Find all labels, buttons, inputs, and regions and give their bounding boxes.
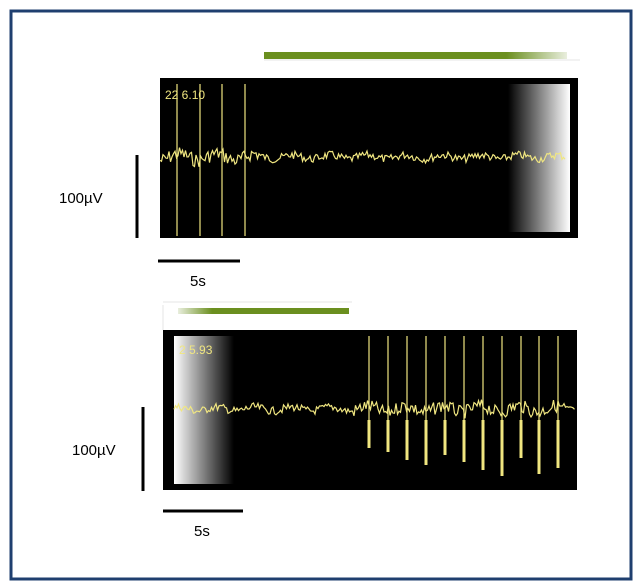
time-label-top: 5s <box>190 273 206 290</box>
amplitude-label-bottom: 100µV <box>72 442 116 459</box>
trace-panel-top <box>159 78 578 238</box>
trace-panel-bottom <box>163 330 577 490</box>
amplitude-label-top: 100µV <box>59 190 103 207</box>
stimulus-bar-bottom <box>178 308 349 314</box>
panel-top-header: 22 6.10 <box>165 88 205 102</box>
outer-border <box>9 9 633 581</box>
eeg-trace-top <box>159 147 566 168</box>
time-label-bottom: 5s <box>194 523 210 540</box>
eeg-trace-bottom <box>173 398 575 419</box>
fade-region-top <box>508 84 570 232</box>
stimulus-bar-top <box>264 52 567 59</box>
spike-lines-bottom <box>367 336 560 476</box>
fade-region-bottom <box>174 336 234 484</box>
panel-bottom-header: 2 5.93 <box>179 343 213 357</box>
